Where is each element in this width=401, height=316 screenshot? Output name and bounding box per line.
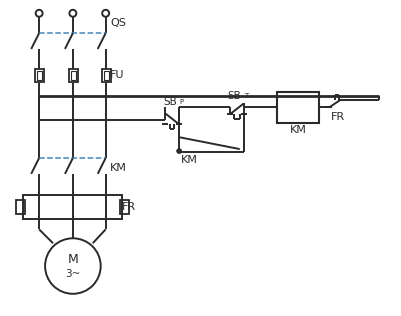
Bar (23, 195, 122, 219)
Bar (102, 69, 111, 82)
Bar (104, 71, 109, 80)
Text: QS: QS (111, 18, 126, 28)
Text: FR: FR (122, 202, 136, 212)
Text: P: P (179, 100, 183, 106)
Text: KM: KM (181, 155, 198, 165)
Text: SB: SB (163, 98, 177, 107)
Text: 3~: 3~ (65, 269, 81, 279)
Circle shape (177, 149, 182, 154)
Bar (71, 71, 76, 80)
Text: SB: SB (228, 91, 241, 100)
Bar (35, 69, 44, 82)
Bar (16, 200, 25, 215)
Bar (277, 92, 319, 123)
Text: M: M (67, 252, 78, 266)
Bar (119, 200, 128, 215)
Text: FU: FU (109, 70, 124, 80)
Bar (69, 69, 78, 82)
Text: FR: FR (331, 112, 345, 122)
Text: KM: KM (290, 125, 307, 135)
Text: KM: KM (109, 163, 126, 173)
Text: T: T (244, 93, 248, 99)
Bar (37, 71, 42, 80)
